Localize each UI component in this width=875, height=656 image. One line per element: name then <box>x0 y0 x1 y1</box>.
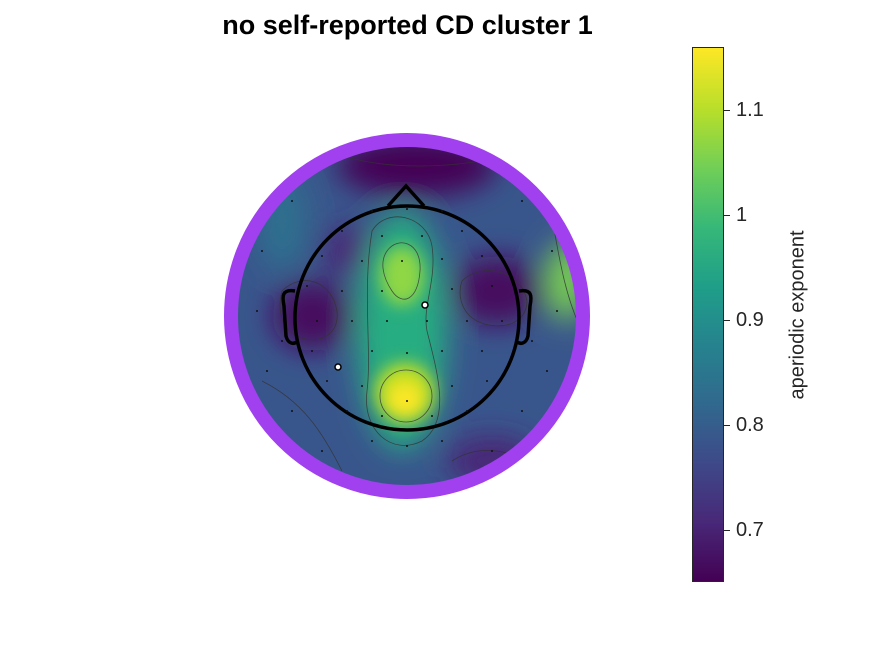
colorbar-tick-label: 0.8 <box>736 413 764 436</box>
colorbar-tick-label: 1 <box>736 203 748 226</box>
colorbar-tick-label: 0.7 <box>736 518 764 541</box>
figure-title: no self-reported CD cluster 1 <box>222 10 593 40</box>
colorbar-label: aperiodic exponent <box>786 230 809 400</box>
electrode-dots <box>256 200 558 452</box>
highlighted-electrodes <box>334 301 429 371</box>
colorbar <box>692 47 724 582</box>
topoplot <box>222 131 592 501</box>
topoplot-svg <box>224 133 590 499</box>
outer-ring <box>224 133 590 499</box>
colorbar-tick-mark <box>724 319 730 321</box>
colorbar-tick-mark <box>724 529 730 531</box>
head-outline <box>281 183 533 432</box>
colorbar-tick-mark <box>724 424 730 426</box>
colorbar-tick-label: 0.9 <box>736 308 764 331</box>
colorbar-tick-label: 1.1 <box>736 98 764 121</box>
colorbar-tick-mark <box>724 109 730 111</box>
colorbar-tick-mark <box>724 214 730 216</box>
